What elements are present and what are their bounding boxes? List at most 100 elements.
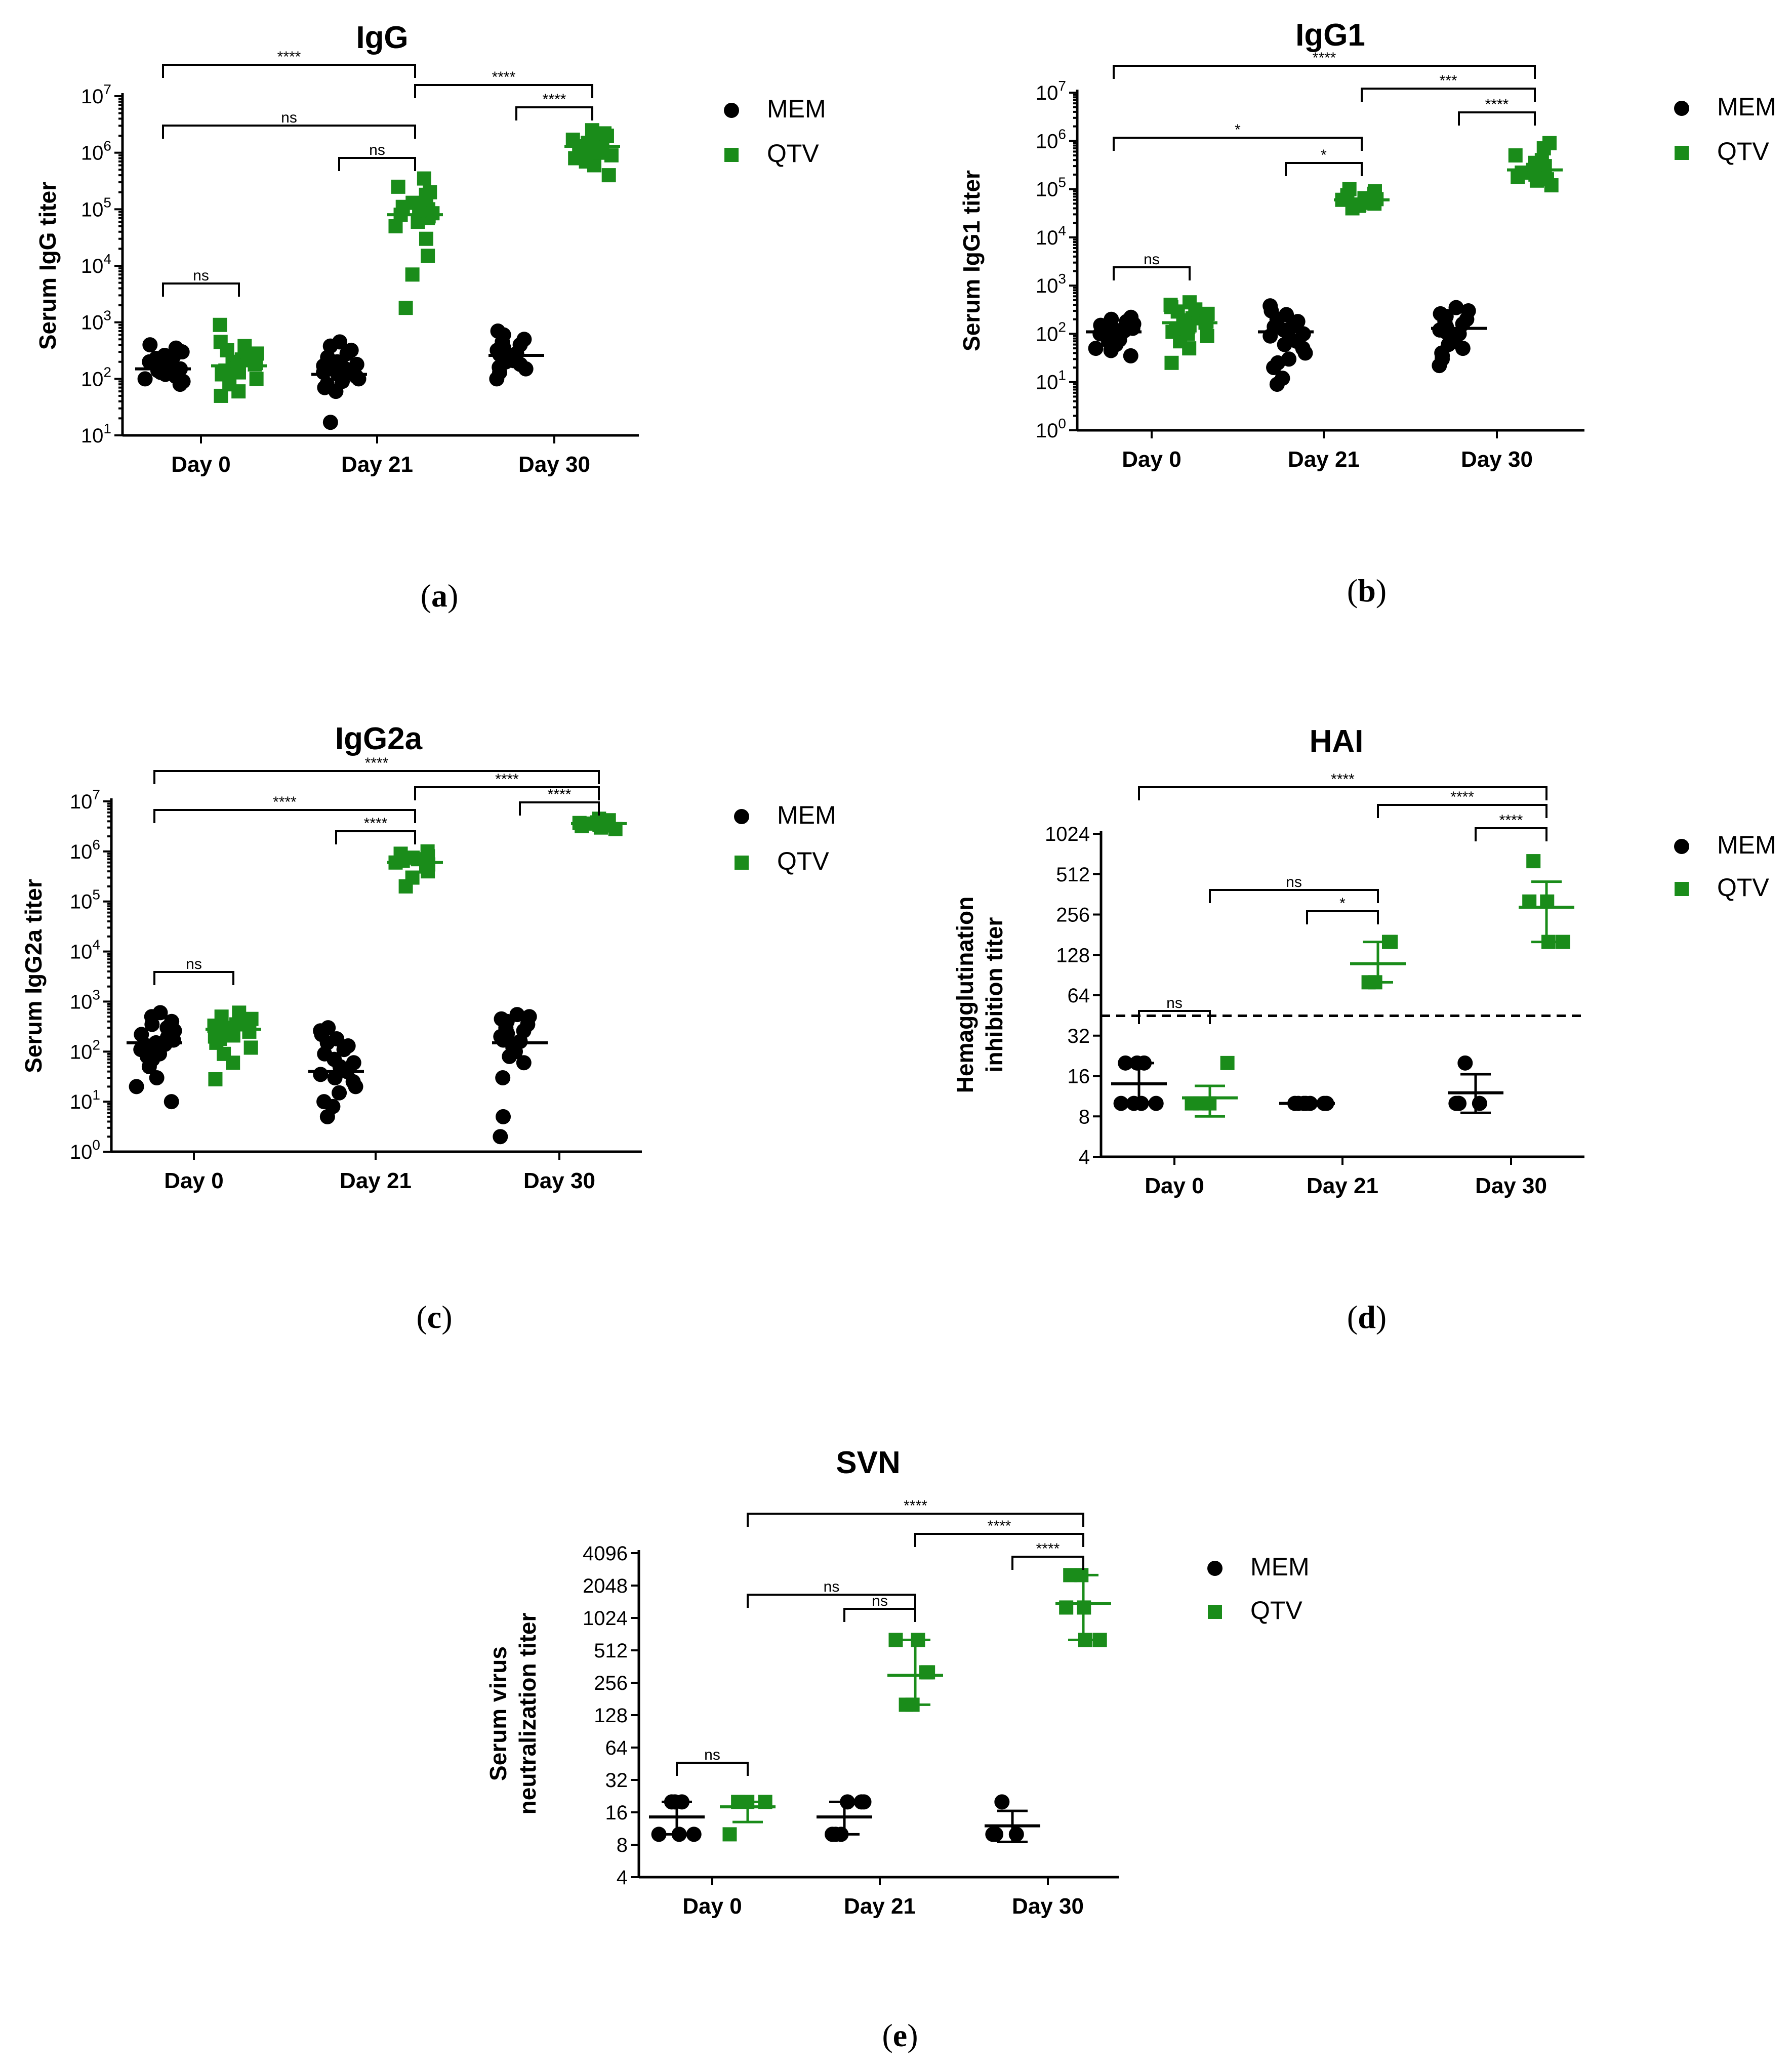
x-tick-label: Day 21 bbox=[340, 1168, 412, 1193]
data-point-mem bbox=[166, 348, 181, 364]
significance-bracket bbox=[1285, 162, 1363, 176]
data-point-mem bbox=[1457, 1055, 1473, 1071]
x-tick-label: Day 30 bbox=[523, 1168, 595, 1193]
data-point-qtv bbox=[1526, 854, 1541, 869]
significance-bracket bbox=[162, 64, 416, 78]
data-point-mem bbox=[686, 1827, 702, 1842]
data-point-mem bbox=[349, 356, 364, 372]
significance-label: **** bbox=[1313, 50, 1336, 66]
data-point-mem bbox=[317, 380, 333, 395]
significance-label: ns bbox=[1166, 995, 1183, 1011]
x-tick-label: Day 21 bbox=[1288, 447, 1360, 472]
data-point-qtv bbox=[1542, 136, 1557, 150]
x-tick-label: Day 0 bbox=[164, 1168, 223, 1193]
legend-label-qtv: QTV bbox=[1717, 873, 1769, 902]
significance-bracket bbox=[1011, 1556, 1084, 1570]
chart-b: IgG1 Serum IgG1 titer 100 101 102 103 104 105 10… bbox=[958, 18, 1776, 472]
chart-title: HAI bbox=[1310, 724, 1364, 759]
data-point-mem bbox=[316, 358, 332, 374]
significance-label: ns bbox=[1144, 251, 1160, 268]
data-point-qtv bbox=[208, 1072, 223, 1086]
data-point-mem bbox=[496, 1109, 511, 1124]
data-point-mem bbox=[1113, 1096, 1129, 1111]
y-tick-label: 105 bbox=[70, 887, 100, 913]
data-point-mem bbox=[1104, 311, 1119, 327]
chart-c: IgG2a Serum IgG2a titer 100 101 102 103 104 105… bbox=[20, 721, 836, 1193]
data-point-mem bbox=[137, 371, 153, 387]
significance-bracket bbox=[747, 1513, 1084, 1527]
significance-bracket bbox=[1475, 827, 1547, 841]
data-point-qtv bbox=[405, 870, 420, 885]
data-point-mem bbox=[495, 1070, 511, 1085]
data-point-mem bbox=[509, 1007, 525, 1023]
y-tick-label: 104 bbox=[70, 937, 100, 963]
data-point-mem bbox=[142, 337, 158, 353]
y-tick-label: 103 bbox=[70, 987, 100, 1013]
data-point-mem bbox=[1435, 348, 1450, 363]
data-point-mem bbox=[139, 1048, 155, 1064]
data-point-mem bbox=[1290, 314, 1306, 330]
x-tick-label: Day 30 bbox=[1475, 1173, 1547, 1198]
legend-label-qtv: QTV bbox=[1250, 1596, 1302, 1625]
significance-bracket bbox=[747, 1594, 916, 1608]
significance-bracket bbox=[153, 770, 600, 784]
data-point-mem bbox=[134, 1027, 149, 1042]
significance-bracket bbox=[676, 1762, 749, 1776]
y-axis-label: Hemagglutination inhibition titer bbox=[952, 897, 1007, 1093]
legend-marker-qtv bbox=[1208, 1605, 1222, 1619]
y-tick-label: 8 bbox=[617, 1834, 628, 1856]
y-tick-label: 101 bbox=[70, 1087, 100, 1113]
data-point-mem bbox=[853, 1794, 869, 1810]
significance-label: * bbox=[1339, 895, 1346, 912]
significance-label: **** bbox=[548, 786, 572, 803]
significance-label: **** bbox=[1331, 771, 1355, 788]
data-point-mem bbox=[1103, 343, 1119, 358]
legend-marker-mem bbox=[724, 103, 739, 118]
significance-bracket bbox=[515, 106, 593, 120]
data-point-mem bbox=[1008, 1827, 1024, 1842]
y-tick-label: 128 bbox=[1056, 944, 1090, 966]
significance-bracket bbox=[914, 1533, 1084, 1547]
data-point-mem bbox=[1088, 341, 1104, 356]
data-point-qtv bbox=[598, 818, 613, 833]
y-tick-label: 16 bbox=[1068, 1066, 1090, 1088]
y-tick-label: 32 bbox=[605, 1769, 628, 1792]
data-point-qtv bbox=[420, 844, 435, 859]
data-point-mem bbox=[1460, 303, 1476, 318]
x-tick-label: Day 30 bbox=[1012, 1894, 1084, 1919]
data-point-mem bbox=[316, 1094, 332, 1110]
y-axis-label: Serum virus neutralization titer bbox=[485, 1613, 541, 1815]
data-point-mem bbox=[494, 1011, 509, 1027]
data-point-qtv bbox=[417, 171, 431, 186]
y-tick-label: 103 bbox=[1036, 271, 1066, 297]
y-tick-label: 256 bbox=[594, 1672, 628, 1694]
significance-bracket bbox=[1306, 910, 1379, 924]
y-tick-label: 107 bbox=[70, 787, 100, 813]
significance-label: **** bbox=[495, 771, 519, 788]
data-point-mem bbox=[521, 1009, 537, 1025]
data-point-mem bbox=[1451, 1096, 1467, 1111]
data-point-mem bbox=[320, 1020, 336, 1036]
legend-marker-mem bbox=[1674, 839, 1689, 854]
significance-bracket bbox=[519, 801, 600, 816]
significance-label: ns bbox=[369, 142, 385, 158]
y-tick-label: 106 bbox=[1036, 126, 1066, 152]
data-point-qtv bbox=[579, 154, 593, 169]
data-point-mem bbox=[1275, 371, 1290, 386]
data-point-qtv bbox=[1508, 148, 1523, 163]
data-point-mem bbox=[1279, 307, 1294, 322]
panel-label-c: (c) bbox=[416, 1299, 452, 1335]
y-tick-label: 32 bbox=[1068, 1025, 1090, 1047]
y-tick-label: 102 bbox=[70, 1037, 100, 1063]
legend-label-mem: MEM bbox=[767, 95, 826, 123]
data-point-qtv bbox=[604, 148, 619, 163]
data-point-qtv bbox=[405, 267, 420, 282]
data-point-mem bbox=[518, 361, 534, 377]
panel-label-b: (b) bbox=[1347, 573, 1387, 609]
significance-label: **** bbox=[1499, 812, 1523, 829]
data-point-qtv bbox=[237, 339, 252, 353]
data-point-mem bbox=[490, 323, 506, 339]
data-point-qtv bbox=[423, 185, 437, 199]
data-point-mem bbox=[332, 334, 348, 350]
